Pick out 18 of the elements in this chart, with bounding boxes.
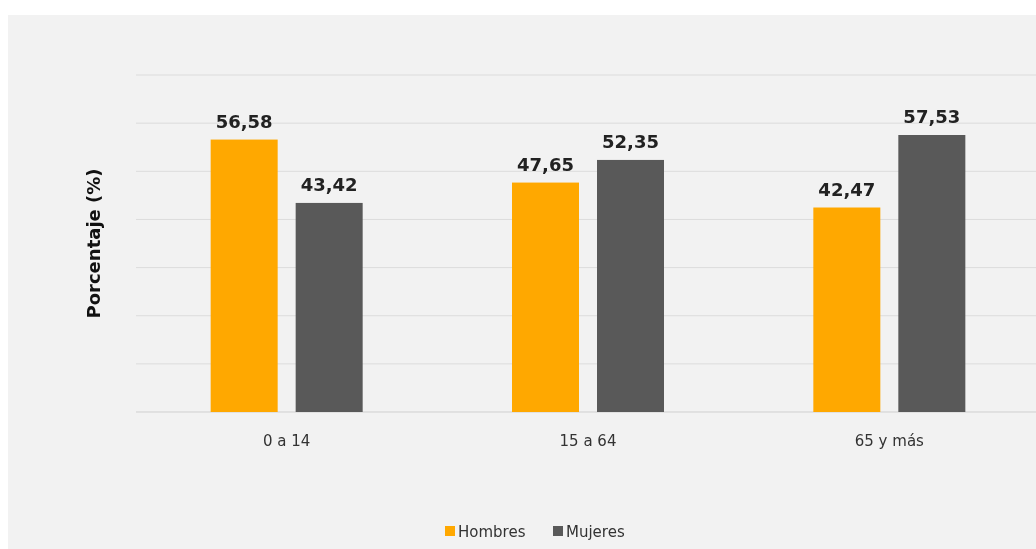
- bar: [597, 159, 664, 412]
- legend-label: Hombres: [458, 523, 526, 541]
- x-tick-label: 15 a 64: [559, 432, 617, 450]
- data-label: 57,53: [903, 106, 961, 127]
- data-label: 52,35: [602, 130, 659, 152]
- bar: [898, 135, 966, 412]
- bar: [512, 182, 579, 412]
- data-label: 42,47: [818, 178, 876, 200]
- data-label: 43,42: [300, 173, 358, 195]
- x-tick-label: 65 y más: [854, 432, 925, 450]
- x-tick-label: 0 a 14: [262, 432, 311, 450]
- bar: [813, 207, 881, 412]
- bar: [210, 139, 278, 412]
- data-label: 47,65: [517, 153, 574, 175]
- legend-label: Mujeres: [566, 523, 625, 541]
- data-label: 56,58: [215, 110, 273, 132]
- bar: [295, 202, 363, 412]
- y-axis-title: Porcentaje (%): [83, 168, 104, 319]
